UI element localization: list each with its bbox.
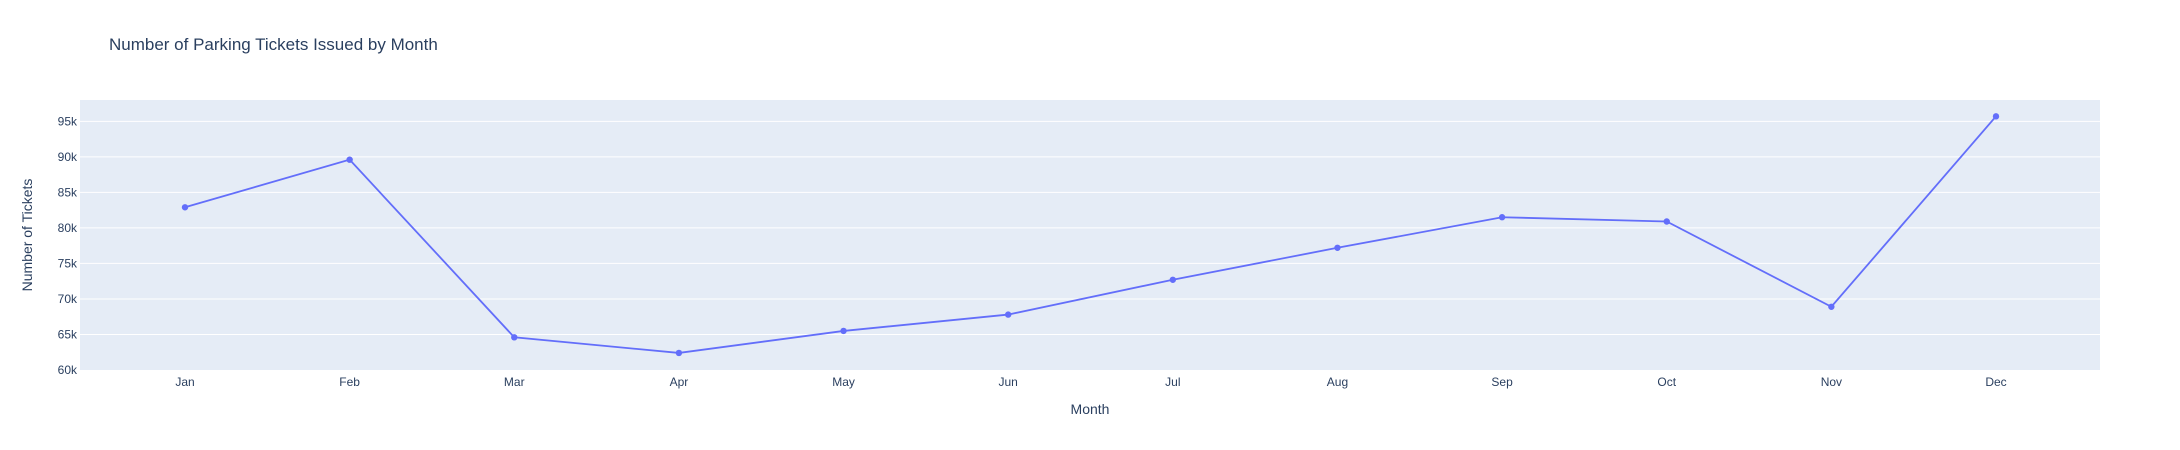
data-point [676, 350, 682, 356]
data-point [1664, 218, 1670, 224]
x-tick-label: Aug [1327, 375, 1348, 389]
y-axis-ticks: 60k 65k 70k 75k 80k 85k 90k 95k [58, 114, 78, 377]
y-tick-label: 80k [58, 221, 78, 235]
data-point [182, 204, 188, 210]
x-tick-label: Apr [670, 375, 689, 389]
plot-area [80, 100, 2100, 370]
x-tick-label: Nov [1821, 375, 1842, 389]
y-tick-label: 65k [58, 327, 78, 341]
y-tick-label: 95k [58, 114, 78, 128]
y-tick-label: 60k [58, 363, 78, 377]
x-axis-ticks: Jan Feb Mar Apr May Jun Jul Aug Sep Oct Nov Dec [175, 375, 2006, 389]
x-tick-label: Jun [999, 375, 1018, 389]
data-point [346, 156, 352, 162]
data-point [1828, 304, 1834, 310]
x-tick-label: Jul [1165, 375, 1180, 389]
x-tick-label: Mar [504, 375, 525, 389]
y-tick-label: 90k [58, 150, 78, 164]
x-tick-label: May [832, 375, 855, 389]
x-tick-label: Sep [1491, 375, 1513, 389]
x-tick-label: Dec [1985, 375, 2006, 389]
x-tick-label: Oct [1657, 375, 1676, 389]
y-tick-label: 85k [58, 185, 78, 199]
data-point [511, 334, 517, 340]
data-point [1170, 277, 1176, 283]
data-point [840, 328, 846, 334]
data-point [1005, 311, 1011, 317]
chart-title: Number of Parking Tickets Issued by Mont… [109, 35, 438, 54]
data-point [1499, 214, 1505, 220]
y-tick-label: 75k [58, 256, 78, 270]
x-tick-label: Feb [339, 375, 360, 389]
y-axis-title: Number of Tickets [19, 179, 35, 292]
x-axis-title: Month [1071, 401, 1110, 417]
data-point [1993, 113, 1999, 119]
data-point [1334, 245, 1340, 251]
y-tick-label: 70k [58, 292, 78, 306]
x-tick-label: Jan [175, 375, 194, 389]
